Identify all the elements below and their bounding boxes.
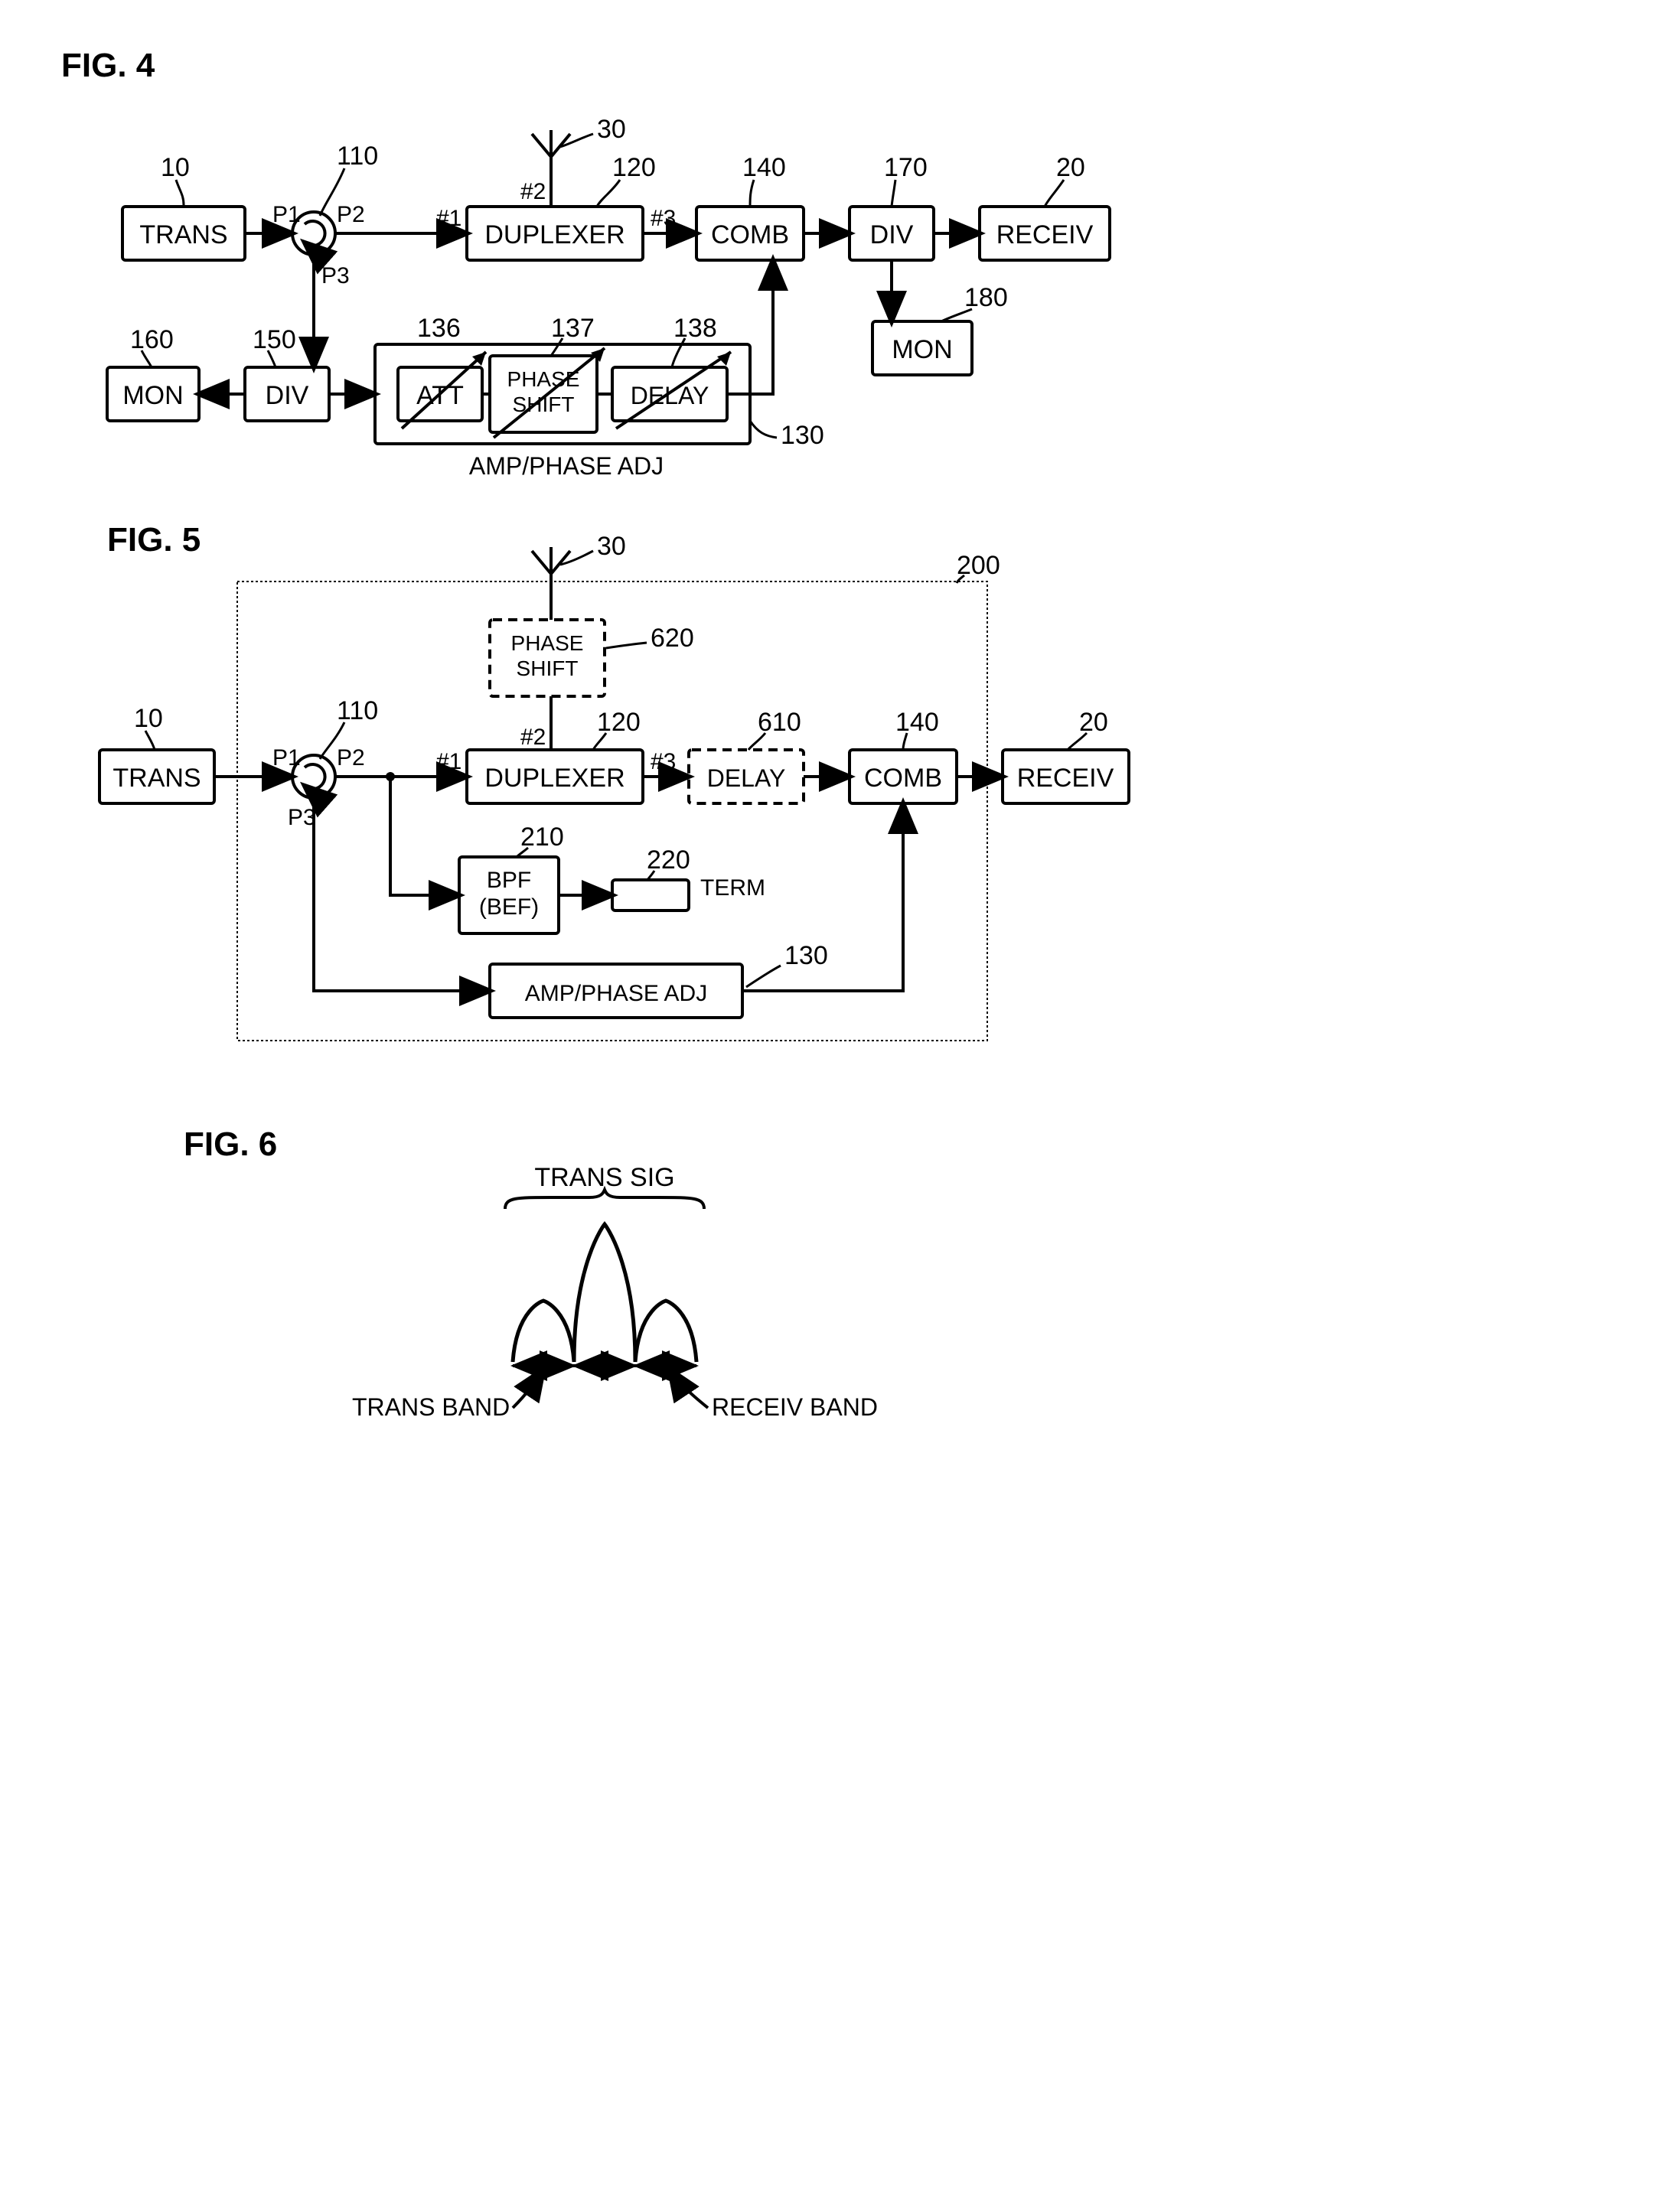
svg-text:PHASE: PHASE <box>511 631 584 655</box>
block-delay-610: DELAY 610 <box>689 708 804 803</box>
svg-text:TERM: TERM <box>700 875 765 901</box>
svg-text:#1: #1 <box>436 749 461 774</box>
svg-text:MON: MON <box>122 381 183 410</box>
svg-text:DIV: DIV <box>870 220 914 249</box>
svg-text:TRANS: TRANS <box>139 220 227 249</box>
ref-150: 150 <box>253 325 296 354</box>
svg-text:AMP/PHASE ADJ: AMP/PHASE ADJ <box>525 981 707 1006</box>
svg-text:DUPLEXER: DUPLEXER <box>484 220 625 249</box>
block-phase-shift: PHASE SHIFT 137 <box>490 314 605 438</box>
ref-620: 620 <box>651 624 694 653</box>
ref-110-fig5: 110 <box>337 696 378 725</box>
figure-6: FIG. 6 TRANS SIG TRANS BAND RECEIV BAND <box>184 1126 878 1421</box>
ref-138: 138 <box>673 314 717 343</box>
figure-4: FIG. 4 TRANS 10 P1 P2 P3 110 30 #2 <box>61 47 1110 480</box>
ref-20-fig5: 20 <box>1079 708 1108 737</box>
block-amp-phase-adj-fig5: AMP/PHASE ADJ 130 <box>490 941 828 1018</box>
circulator-110: P1 P2 P3 110 <box>272 142 378 288</box>
block-div-170: DIV 170 <box>850 153 934 260</box>
port-1: #1 <box>436 206 461 231</box>
svg-text:DELAY: DELAY <box>707 764 786 792</box>
fig6-title: FIG. 6 <box>184 1126 277 1163</box>
ref-137: 137 <box>551 314 595 343</box>
ref-10-fig5: 10 <box>134 704 163 733</box>
svg-text:P1: P1 <box>272 745 301 770</box>
svg-text:P2: P2 <box>337 745 365 770</box>
svg-text:#3: #3 <box>651 749 676 774</box>
ref-110: 110 <box>337 142 378 171</box>
circulator-110-fig5: P1 P2 P3 110 <box>272 696 378 830</box>
page-svg: FIG. 4 TRANS 10 P1 P2 P3 110 30 #2 <box>31 31 1179 1561</box>
antenna-30-fig5: 30 <box>532 532 626 620</box>
ref-610: 610 <box>758 708 801 737</box>
block-trans: TRANS 10 <box>122 153 245 260</box>
svg-text:MON: MON <box>892 335 952 364</box>
fig4-title: FIG. 4 <box>61 47 155 84</box>
block-delay-138: DELAY 138 <box>612 314 731 428</box>
ref-120-fig5: 120 <box>597 708 641 737</box>
ref-220: 220 <box>647 845 690 875</box>
svg-text:TRANS: TRANS <box>113 764 201 793</box>
ref-160: 160 <box>130 325 174 354</box>
block-phase-shift-620: PHASE SHIFT 620 <box>490 620 694 696</box>
svg-text:(BEF): (BEF) <box>479 894 539 920</box>
svg-text:SHIFT: SHIFT <box>517 656 579 680</box>
svg-text:DELAY: DELAY <box>631 382 709 409</box>
svg-text:DUPLEXER: DUPLEXER <box>484 764 625 793</box>
svg-text:BPF: BPF <box>487 868 531 893</box>
port-p3: P3 <box>321 263 350 288</box>
svg-text:DIV: DIV <box>266 381 309 410</box>
ref-170: 170 <box>884 153 928 182</box>
svg-text:RECEIV: RECEIV <box>1017 764 1114 793</box>
block-comb-fig5: COMB 140 <box>850 708 957 803</box>
block-comb: COMB 140 <box>696 153 804 260</box>
label-receiv-band: RECEIV BAND <box>712 1393 878 1421</box>
port-p1: P1 <box>272 202 301 227</box>
block-trans-fig5: TRANS 10 <box>99 704 214 803</box>
svg-text:PHASE: PHASE <box>507 367 580 391</box>
svg-text:COMB: COMB <box>711 220 789 249</box>
figure-5: FIG. 5 200 30 PHASE SHIFT 620 TRANS 10 <box>99 521 1129 1041</box>
ref-130-fig5: 130 <box>784 941 828 970</box>
ref-140-fig5: 140 <box>895 708 939 737</box>
block-att: ATT 136 <box>398 314 486 428</box>
svg-text:#2: #2 <box>520 725 546 750</box>
ref-130: 130 <box>781 421 824 450</box>
block-bpf: BPF (BEF) 210 <box>459 823 564 933</box>
ref-20: 20 <box>1056 153 1085 182</box>
ref-10: 10 <box>161 153 190 182</box>
port-3: #3 <box>651 206 676 231</box>
ref-30: 30 <box>597 115 626 144</box>
port-p2: P2 <box>337 202 365 227</box>
ref-30-fig5: 30 <box>597 532 626 561</box>
svg-text:AMP/PHASE ADJ: AMP/PHASE ADJ <box>469 452 664 480</box>
ref-120: 120 <box>612 153 656 182</box>
svg-text:COMB: COMB <box>864 764 942 793</box>
ref-140: 140 <box>742 153 786 182</box>
block-duplexer: DUPLEXER 120 #1 #3 <box>436 153 676 260</box>
fig5-title: FIG. 5 <box>107 521 201 559</box>
block-receiv-fig5: RECEIV 20 <box>1003 708 1129 803</box>
port-2: #2 <box>520 179 546 204</box>
label-trans-band: TRANS BAND <box>352 1393 510 1421</box>
block-duplexer-fig5: DUPLEXER 120 #1 #2 #3 <box>436 696 676 803</box>
ref-136: 136 <box>417 314 461 343</box>
block-term: TERM 220 <box>612 845 765 911</box>
svg-text:P3: P3 <box>288 805 316 830</box>
block-div-150: DIV 150 <box>245 325 329 421</box>
ref-180: 180 <box>964 283 1008 312</box>
block-receiv: RECEIV 20 <box>980 153 1110 260</box>
block-mon-160: MON 160 <box>107 325 199 421</box>
svg-text:RECEIV: RECEIV <box>996 220 1094 249</box>
